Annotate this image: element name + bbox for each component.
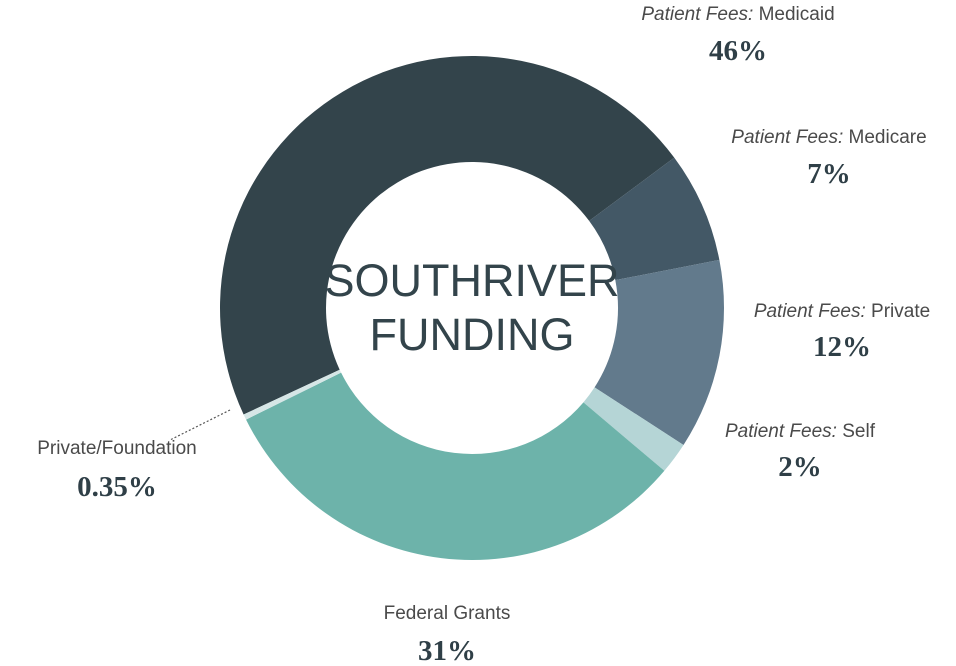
label-name: Medicaid (759, 4, 835, 25)
value-label: 2% (778, 451, 822, 483)
label-group: Patient Fees: (731, 127, 843, 148)
chart-title: SOUTHRIVER FUNDING (324, 255, 620, 360)
donut-slice (594, 259, 724, 445)
slice-label: Private/Foundation (37, 438, 197, 459)
donut-slice (583, 387, 684, 471)
slice-label: Patient Fees: Medicaid (641, 4, 834, 25)
slice-label: Patient Fees: Medicare (731, 127, 926, 148)
label-name: Private (871, 301, 930, 322)
value-label: 46% (709, 35, 767, 67)
value-label: 0.35% (77, 471, 157, 503)
label-name: Medicare (849, 127, 927, 148)
donut-slice (589, 157, 720, 281)
slice-label: Federal Grants (384, 603, 511, 624)
value-label: 7% (807, 158, 851, 190)
donut-slice (246, 372, 665, 560)
value-label: 31% (418, 635, 476, 666)
leader-line (169, 409, 231, 441)
value-label: 12% (813, 331, 871, 363)
label-group: Patient Fees: (754, 301, 866, 322)
label-name: Federal Grants (384, 603, 511, 624)
donut-slice (243, 369, 342, 420)
label-group: Patient Fees: (641, 4, 753, 25)
donut-slice (219, 55, 675, 415)
slice-label: Patient Fees: Self (725, 421, 876, 442)
slice-label: Patient Fees: Private (754, 301, 930, 322)
label-name: Self (842, 421, 875, 442)
label-name: Private/Foundation (37, 438, 197, 459)
label-group: Patient Fees: (725, 421, 837, 442)
